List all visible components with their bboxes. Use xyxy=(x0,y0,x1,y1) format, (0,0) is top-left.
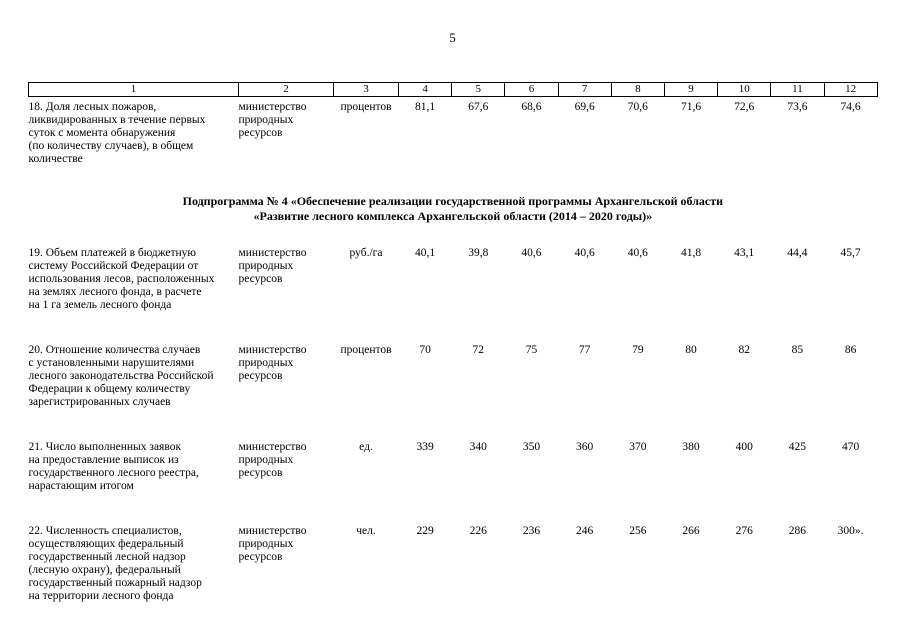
value-cell: 45,7 xyxy=(840,247,861,259)
value-cell: 40,6 xyxy=(521,247,542,259)
value-cell: 266 xyxy=(682,525,700,537)
value-cell: 69,6 xyxy=(574,101,595,113)
index-cell: 10 xyxy=(717,82,772,97)
unit-cell: процентов xyxy=(340,344,392,356)
value-cell: 360 xyxy=(576,441,594,453)
value-cell: 300». xyxy=(837,525,864,537)
indicator-row-18: 18. Доля лесных пожаров, ликвидированных… xyxy=(29,97,878,195)
unit-cell: чел. xyxy=(356,525,376,537)
indicator-cell: 22. Численность специалистов, осуществля… xyxy=(28,525,202,602)
index-cell: 11 xyxy=(770,82,825,97)
index-cell: 12 xyxy=(823,82,878,97)
indicator-row-21: 21. Число выполненных заявок на предоста… xyxy=(29,437,878,521)
index-cell: 6 xyxy=(504,82,559,97)
value-cell: 350 xyxy=(522,441,541,453)
indicator-row-22: 22. Численность специалистов, осуществля… xyxy=(29,521,878,603)
value-cell: 68,6 xyxy=(521,101,542,113)
indicator-cell: 19. Объем платежей в бюджетную систему Р… xyxy=(28,247,215,311)
value-cell: 40,1 xyxy=(415,247,436,259)
value-cell: 43,1 xyxy=(734,247,755,259)
value-cell: 40,6 xyxy=(574,247,595,259)
ministry-cell: министерство природных ресурсов xyxy=(238,247,307,285)
value-cell: 246 xyxy=(576,525,594,537)
value-cell: 67,6 xyxy=(468,101,489,113)
index-cell: 9 xyxy=(663,82,719,97)
value-cell: 39,8 xyxy=(468,247,489,259)
index-cell: 5 xyxy=(451,82,506,97)
value-cell: 276 xyxy=(735,525,753,537)
value-cell: 340 xyxy=(469,441,487,453)
value-cell: 41,8 xyxy=(680,247,702,259)
index-cell: 1 xyxy=(28,82,239,97)
unit-cell: процентов xyxy=(340,101,392,113)
value-cell: 256 xyxy=(629,525,647,537)
unit-cell: руб./га xyxy=(349,247,383,259)
subprogram-title-line2: «Развитие лесного комплекса Архангельско… xyxy=(253,209,653,223)
subprogram-title: Подпрограмма № 4 «Обеспечение реализации… xyxy=(29,194,878,243)
value-cell: 77 xyxy=(578,344,591,356)
value-cell: 70,6 xyxy=(627,101,648,113)
value-cell: 72 xyxy=(472,344,485,356)
indicator-row-20: 20. Отношение количества случаев с устан… xyxy=(29,340,878,437)
value-cell: 339 xyxy=(416,441,434,453)
column-index-row: 1 2 3 4 5 6 7 8 9 10 11 12 xyxy=(28,82,878,97)
subprogram-title-line1: Подпрограмма № 4 «Обеспечение реализации… xyxy=(182,194,724,208)
value-cell: 425 xyxy=(788,441,807,453)
index-cell: 2 xyxy=(238,82,334,97)
value-cell: 74,6 xyxy=(840,101,861,113)
value-cell: 86 xyxy=(844,344,857,356)
indicator-cell: 21. Число выполненных заявок на предоста… xyxy=(28,441,199,492)
value-cell: 81,1 xyxy=(415,101,436,113)
ministry-cell: министерство природных ресурсов xyxy=(238,441,307,479)
ministry-cell: министерство природных ресурсов xyxy=(238,344,307,382)
value-cell: 40,6 xyxy=(627,247,648,259)
indicator-row-19: 19. Объем платежей в бюджетную систему Р… xyxy=(29,243,878,340)
value-cell: 71,6 xyxy=(680,101,702,113)
value-cell: 80 xyxy=(685,344,697,356)
index-cell: 4 xyxy=(397,82,453,97)
value-cell: 85 xyxy=(791,344,804,356)
value-cell: 229 xyxy=(416,525,434,537)
index-cell: 8 xyxy=(610,82,665,97)
value-cell: 75 xyxy=(525,344,538,356)
index-cell: 7 xyxy=(557,82,612,97)
value-cell: 70 xyxy=(419,344,431,356)
value-cell: 73,6 xyxy=(787,101,808,113)
unit-cell: ед. xyxy=(359,441,373,453)
value-cell: 380 xyxy=(682,441,700,453)
value-cell: 470 xyxy=(841,441,860,453)
indicator-cell: 18. Доля лесных пожаров, ликвидированных… xyxy=(28,101,206,165)
value-cell: 400 xyxy=(735,441,753,453)
value-cell: 286 xyxy=(788,525,807,537)
value-cell: 72,6 xyxy=(734,101,755,113)
indicator-cell: 20. Отношение количества случаев с устан… xyxy=(28,344,214,408)
page-number: 5 xyxy=(449,30,456,45)
value-cell: 44,4 xyxy=(787,247,808,259)
value-cell: 79 xyxy=(632,344,644,356)
value-cell: 370 xyxy=(629,441,647,453)
ministry-cell: министерство природных ресурсов xyxy=(238,101,307,139)
value-cell: 82 xyxy=(738,344,750,356)
value-cell: 226 xyxy=(469,525,487,537)
value-cell: 236 xyxy=(522,525,541,537)
ministry-cell: министерство природных ресурсов xyxy=(238,525,307,563)
indicators-table: 1 2 3 4 5 6 7 8 9 10 11 12 18. Доля лесн… xyxy=(28,82,878,603)
index-cell: 3 xyxy=(333,82,399,97)
